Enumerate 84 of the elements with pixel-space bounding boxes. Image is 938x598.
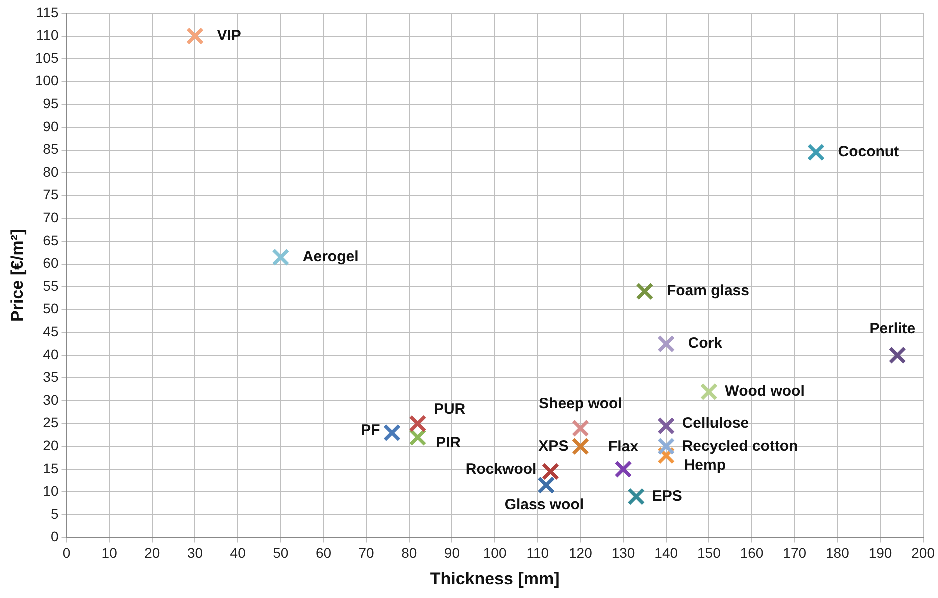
x-tick-label: 180 [826, 545, 850, 562]
x-tick-label: 190 [868, 545, 892, 562]
point [700, 383, 718, 401]
y-tick-label: 80 [43, 164, 59, 180]
series-label: Rockwool [466, 460, 537, 478]
y-tick-label: 20 [43, 437, 59, 454]
y-tick-label: 90 [43, 118, 59, 134]
y-tick-label: 25 [43, 414, 59, 431]
point [542, 462, 560, 481]
y-tick-label: 10 [43, 483, 59, 500]
x-tick-label: 110 [526, 545, 550, 562]
x-tick-label: 60 [316, 545, 332, 562]
series-label: Recycled cotton [682, 438, 798, 455]
x-tick-label: 20 [144, 545, 160, 562]
series-label: Cellulose [682, 415, 750, 432]
x-tick-label: 160 [740, 545, 764, 562]
series-label: Wood wool [725, 383, 805, 400]
point [888, 346, 906, 364]
series-label: EPS [652, 488, 682, 505]
point [658, 335, 676, 353]
x-tick-label: 150 [698, 545, 722, 562]
x-tick-label: 0 [62, 545, 71, 562]
y-tick-label: 0 [50, 528, 59, 545]
y-tick-label: 95 [43, 96, 59, 112]
y-tick-label: 60 [43, 255, 59, 272]
point [658, 417, 676, 435]
point [272, 248, 290, 266]
series-label: PF [361, 422, 380, 440]
point [572, 420, 590, 438]
point [572, 438, 590, 456]
y-tick-label: 65 [43, 232, 59, 248]
series-label: Flax [608, 438, 640, 456]
series-label: Hemp [684, 456, 726, 474]
y-tick-label: 100 [35, 72, 59, 89]
x-tick-label: 50 [273, 545, 289, 562]
point [658, 438, 676, 456]
x-tick-label: 10 [102, 545, 118, 562]
x-tick-label: 200 [912, 545, 936, 562]
point [409, 428, 427, 446]
x-tick-label: 140 [654, 545, 678, 562]
series-label: Foam glass [666, 282, 750, 300]
x-tick-label: 120 [569, 545, 593, 562]
series-label: Sheep wool [539, 396, 622, 413]
x-tick-label: 70 [358, 545, 375, 562]
series-label: Cork [688, 335, 724, 352]
x-tick-label: 170 [783, 545, 807, 562]
y-tick-label: 50 [43, 300, 59, 317]
x-axis-title: Thickness [mm] [430, 569, 560, 588]
series-label: XPS [538, 438, 569, 455]
y-tick-label: 35 [43, 369, 59, 386]
series-label: VIP [217, 27, 242, 44]
point [383, 424, 402, 442]
point [538, 476, 556, 494]
x-tick-label: 100 [483, 545, 507, 562]
series-label: PUR [434, 400, 466, 418]
y-tick-label: 115 [36, 4, 59, 20]
point [636, 282, 654, 300]
point [186, 27, 204, 46]
series-label: Perlite [870, 320, 916, 338]
x-tick-label: 30 [187, 545, 204, 562]
y-tick-label: 70 [43, 210, 59, 226]
y-tick-label: 45 [43, 324, 59, 340]
point [807, 144, 826, 162]
x-tick-label: 130 [612, 545, 636, 562]
y-tick-label: 85 [43, 141, 59, 158]
series-label: PIR [436, 434, 462, 452]
x-tick-label: 40 [230, 545, 246, 562]
point [614, 460, 632, 478]
series-label: Glass wool [504, 496, 584, 514]
y-tick-label: 30 [43, 392, 59, 408]
y-tick-label: 55 [43, 278, 59, 294]
y-axis-title: Price [€/m²] [8, 229, 27, 322]
series-label: Coconut [838, 144, 900, 161]
y-tick-label: 40 [43, 346, 59, 362]
y-tick-label: 75 [43, 186, 59, 203]
series-label: Aerogel [302, 248, 359, 266]
y-tick-label: 5 [50, 506, 59, 522]
y-tick-label: 105 [35, 50, 59, 66]
y-tick-label: 15 [43, 460, 59, 476]
y-tick-label: 110 [36, 27, 59, 44]
x-tick-label: 90 [444, 545, 460, 562]
x-tick-label: 80 [402, 545, 418, 562]
point [628, 488, 646, 506]
point [409, 415, 427, 433]
